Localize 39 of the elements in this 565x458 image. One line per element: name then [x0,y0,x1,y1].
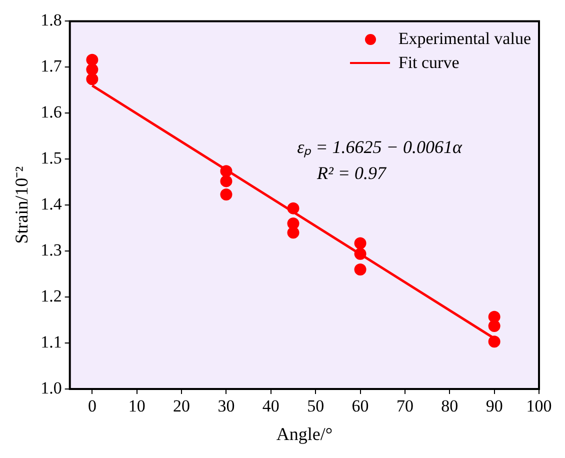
annotation: εₚ = 1.6625 − 0.0061α [297,136,462,158]
y-tick-label: 1.5 [40,148,62,168]
y-tick-label: 1.7 [40,56,62,76]
point [220,175,232,188]
x-tick-label: 20 [173,396,190,416]
point [354,237,366,250]
point [220,165,232,178]
y-axis-title: Strain/10⁻² [12,166,32,244]
legend-label: Fit curve [398,53,460,74]
point [287,226,300,239]
x-tick-label: 60 [352,396,369,416]
legend-label: Experimental value [398,29,531,50]
x-tick-label: 30 [218,396,235,416]
x-tick-label: 70 [396,396,414,416]
x-tick-label: 40 [262,396,280,416]
point [86,54,98,66]
x-axis-title: Angle/° [276,424,333,444]
x-tick-label: 10 [128,396,146,416]
y-tick-label: 1.8 [40,10,62,30]
point [86,63,98,76]
y-tick-label: 1.1 [40,332,62,352]
x-tick-label: 0 [88,396,96,416]
point [488,320,500,332]
x-tick-label: 90 [486,396,503,416]
point [354,248,366,260]
x-tick-label: 100 [526,396,552,416]
point [220,188,232,201]
y-tick-label: 1.6 [40,102,62,122]
annotation: R² = 0.97 [316,162,388,183]
y-tick-label: 1.3 [40,240,62,260]
x-tick-label: 50 [307,396,324,416]
point [488,336,500,348]
point [354,263,366,276]
x-tick-label: 80 [441,396,458,416]
y-tick-label: 1.0 [40,378,62,398]
point [287,202,300,214]
point [86,73,98,86]
y-tick-label: 1.2 [40,286,62,306]
y-tick-label: 1.4 [40,194,62,214]
